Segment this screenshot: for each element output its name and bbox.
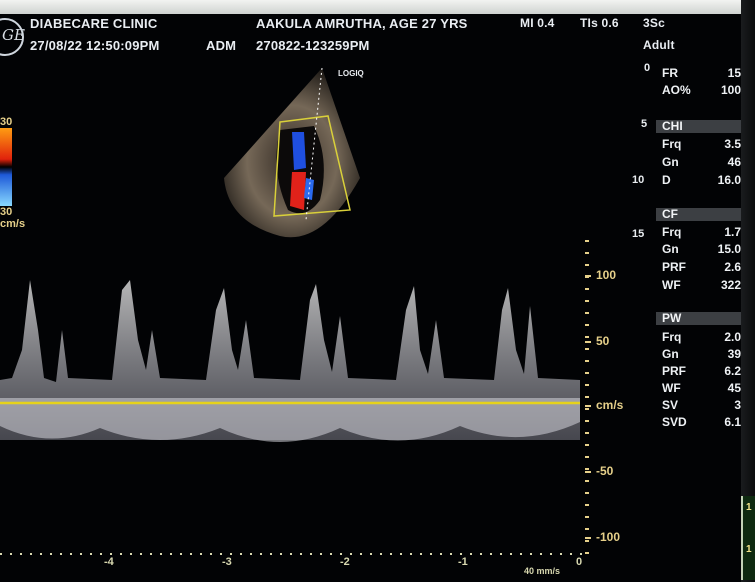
param-label: Gn <box>662 347 679 361</box>
preset: Adult <box>643 38 675 52</box>
param-value: 100 <box>720 83 741 97</box>
param-label: WF <box>662 278 681 292</box>
param-value: 322 <box>720 278 741 292</box>
param-value: 3 <box>734 398 741 412</box>
clinic-name: DIABECARE CLINIC <box>30 16 158 31</box>
depth-mark: 0 <box>644 62 651 74</box>
time-tick: -4 <box>104 556 114 568</box>
param-label: FR <box>662 66 678 80</box>
ge-logo: GE <box>0 18 25 56</box>
probe-name: 3Sc <box>643 16 665 30</box>
velocity-tick: 100 <box>584 268 617 282</box>
color-scale-top: 30 <box>0 116 13 128</box>
exam-id: 270822-123259PM <box>256 38 370 53</box>
chi-section-header: CHI <box>656 119 742 133</box>
color-scale-bottom: 30 <box>0 206 13 218</box>
param-value: 46 <box>727 155 741 169</box>
param-value: 6.2 <box>724 364 741 378</box>
monitor-bezel <box>741 0 755 582</box>
color-scale-unit: cm/s <box>0 218 26 230</box>
pw-section-header: PW <box>656 311 742 325</box>
velocity-unit: cm/s <box>584 398 624 412</box>
operator: ADM <box>206 38 237 53</box>
param-label: Frq <box>662 225 682 239</box>
cf-section-header: CF <box>656 207 742 221</box>
mini-panel: 1 1 <box>741 496 755 580</box>
time-axis-ticks <box>0 553 585 555</box>
param-value: 16.0 <box>717 173 741 187</box>
param-label: Gn <box>662 155 679 169</box>
monitor-edge <box>0 0 755 14</box>
param-value: 39 <box>727 347 741 361</box>
depth-mark: 10 <box>632 174 645 186</box>
param-label: SV <box>662 398 679 412</box>
param-value: 1.7 <box>724 225 741 239</box>
param-label: Gn <box>662 242 679 256</box>
date-time: 27/08/22 12:50:09PM <box>30 38 160 53</box>
param-label: PRF <box>662 364 686 378</box>
time-tick: -2 <box>340 556 350 568</box>
param-value: 6.1 <box>724 415 741 429</box>
param-value: 15.0 <box>717 242 741 256</box>
time-tick: -1 <box>458 556 468 568</box>
velocity-tick: -50 <box>584 464 614 478</box>
param-value: 2.0 <box>724 330 741 344</box>
param-label: AO% <box>662 83 691 97</box>
time-tick: 0 <box>576 556 583 568</box>
velocity-tick: -100 <box>584 530 621 544</box>
depth-mark: 5 <box>641 118 648 130</box>
param-label: Frq <box>662 137 682 151</box>
param-label: D <box>662 173 671 187</box>
param-label: WF <box>662 381 681 395</box>
param-value: 2.6 <box>724 260 741 274</box>
mi-index: MI 0.4 <box>520 16 555 30</box>
tis-index: TIs 0.6 <box>580 16 619 30</box>
time-tick: -3 <box>222 556 232 568</box>
param-label: SVD <box>662 415 687 429</box>
param-value: 15 <box>727 66 741 80</box>
patient-info: AAKULA AMRUTHA, AGE 27 YRS <box>256 16 468 31</box>
param-value: 45 <box>727 381 741 395</box>
echo-sector-image: LOGIQ <box>224 67 364 238</box>
param-value: 3.5 <box>724 137 741 151</box>
velocity-tick: 50 <box>584 334 610 348</box>
depth-mark: 15 <box>632 228 645 240</box>
sweep-speed: 40 mm/s <box>524 566 561 576</box>
param-label: PRF <box>662 260 686 274</box>
param-label: Frq <box>662 330 682 344</box>
velocity-scale-ruler <box>585 240 589 560</box>
doppler-spectrum <box>0 280 580 442</box>
echo-logo-label: LOGIQ <box>338 69 364 78</box>
color-flow-bar <box>0 128 12 206</box>
